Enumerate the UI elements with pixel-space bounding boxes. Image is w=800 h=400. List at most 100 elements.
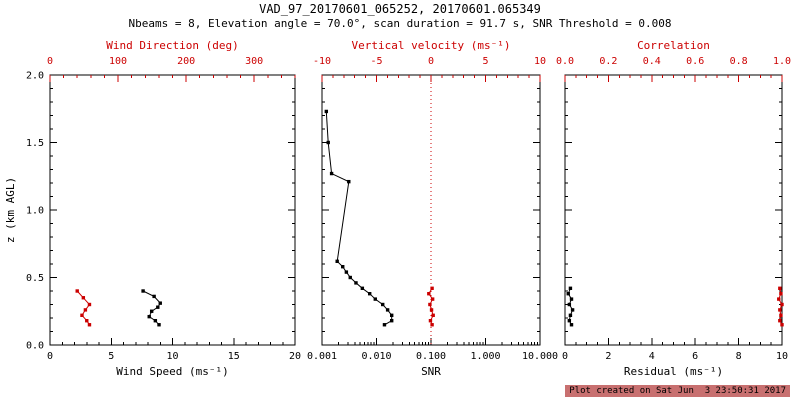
x-tick-label: -5 <box>370 56 382 67</box>
vertical_velocity-marker <box>427 292 431 296</box>
x-tick-label: 0 <box>562 351 568 362</box>
wind_speed-marker <box>141 289 145 293</box>
snr-marker <box>389 319 394 323</box>
snr-marker <box>367 292 372 296</box>
x-tick-label: 1.0 <box>773 56 791 67</box>
vertical_velocity-marker <box>430 286 434 290</box>
snr-marker <box>373 297 377 301</box>
x-tick-label: 0.100 <box>416 351 446 362</box>
correlation-marker <box>778 286 782 290</box>
correlation-marker <box>779 292 783 296</box>
x-tick-label: 15 <box>228 351 240 362</box>
x-axis-title: Residual (ms⁻¹) <box>624 365 723 378</box>
x-tick-label: 5 <box>482 56 488 67</box>
x-tick-label: 8 <box>736 351 742 362</box>
x-axis-title: Wind Direction (deg) <box>106 39 238 52</box>
snr-marker <box>389 313 394 317</box>
correlation-marker <box>777 297 781 301</box>
x-tick-label: 10 <box>166 351 178 362</box>
snr-marker <box>348 275 352 280</box>
residual-panel-frame <box>564 74 783 346</box>
plot-title: VAD_97_20170601_065252, 20170601.065349 <box>259 2 541 16</box>
wind_speed-marker <box>156 305 160 309</box>
x-tick-label: 0 <box>47 56 53 67</box>
snr-marker <box>347 179 351 184</box>
wind_speed-marker <box>147 314 151 319</box>
wind_direction-marker <box>75 289 79 293</box>
x-tick-label: 0 <box>47 351 53 362</box>
y-tick-label: 0.0 <box>26 341 44 352</box>
wind_speed-marker <box>149 309 154 313</box>
x-tick-label: 0 <box>428 56 434 67</box>
x-tick-label: 10.000 <box>522 351 558 362</box>
x-tick-label: 0.4 <box>643 56 661 67</box>
x-tick-label: 0.001 <box>307 351 337 362</box>
snr-marker <box>381 302 385 307</box>
residual-marker <box>568 286 573 290</box>
wind_speed-marker <box>153 319 158 323</box>
correlation-marker <box>780 302 784 307</box>
x-tick-label: -10 <box>313 56 331 67</box>
x-tick-label: 20 <box>289 351 301 362</box>
wind_direction-marker <box>87 302 92 307</box>
residual-marker <box>567 302 572 307</box>
snr-marker <box>335 259 339 263</box>
plot-timestamp: Plot created on Sat Jun 3 23:50:31 2017 <box>565 385 790 397</box>
snr-marker <box>354 281 358 285</box>
wind-panel-frame <box>49 74 296 346</box>
wind_speed-marker <box>152 294 156 299</box>
x-tick-label: 4 <box>649 351 655 362</box>
wind_direction-marker <box>81 296 86 300</box>
wind_direction-marker <box>83 308 88 312</box>
x-tick-label: 0.6 <box>686 56 704 67</box>
correlation-marker <box>780 323 784 327</box>
residual-marker <box>568 313 573 317</box>
residual-marker <box>569 323 574 327</box>
y-tick-label: 1.0 <box>26 206 44 217</box>
residual-marker <box>569 297 574 301</box>
x-tick-label: 10 <box>776 351 788 362</box>
wind_direction-marker <box>87 323 92 327</box>
plot-subtitle: Nbeams = 8, Elevation angle = 70.0°, sca… <box>128 17 672 30</box>
x-axis-title: Correlation <box>637 39 710 52</box>
residual-marker <box>570 308 575 312</box>
y-tick-label: 0.5 <box>26 273 44 284</box>
x-tick-label: 10 <box>534 56 546 67</box>
y-tick-label: 2.0 <box>26 71 44 82</box>
y-tick-label: 1.5 <box>26 138 44 149</box>
vertical_velocity-marker <box>429 308 434 312</box>
wind_speed-marker <box>158 301 162 305</box>
wind_speed-marker <box>157 323 161 327</box>
residual-marker <box>567 319 572 323</box>
x-axis-title: Vertical velocity (ms⁻¹) <box>352 39 511 52</box>
snr-marker <box>341 265 345 269</box>
snr-marker <box>324 109 329 114</box>
x-tick-label: 1.000 <box>470 351 500 362</box>
vertical_velocity-marker <box>431 313 435 317</box>
snr-marker <box>344 270 349 274</box>
x-tick-label: 2 <box>605 351 611 362</box>
x-tick-label: 0.8 <box>730 56 748 67</box>
x-axis-title: Wind Speed (ms⁻¹) <box>116 365 229 378</box>
residual-marker <box>566 292 570 296</box>
x-tick-label: 0.2 <box>599 56 617 67</box>
wind_direction-marker <box>85 319 89 323</box>
y-axis-title: z (km AGL) <box>4 177 17 243</box>
x-tick-label: 300 <box>245 56 263 67</box>
snr-marker <box>382 323 387 327</box>
correlation-marker <box>779 313 783 317</box>
x-tick-label: 6 <box>692 351 698 362</box>
correlation-marker <box>778 319 782 323</box>
x-tick-label: 5 <box>108 351 114 362</box>
vertical_velocity-marker <box>428 319 433 323</box>
correlation-marker <box>778 308 782 312</box>
snr-marker <box>329 171 334 176</box>
snr-marker <box>326 140 330 145</box>
vertical_velocity-marker <box>430 297 435 301</box>
snr-line <box>325 111 393 326</box>
vertical_velocity-marker <box>428 302 432 307</box>
x-tick-label: 0.0 <box>556 56 574 67</box>
snr-marker <box>360 286 365 290</box>
